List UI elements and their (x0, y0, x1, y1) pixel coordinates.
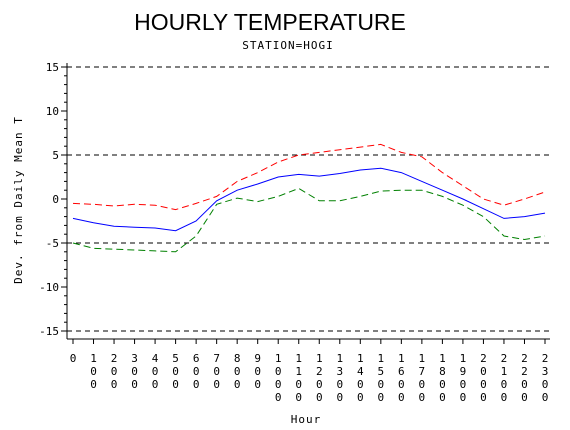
y-tick-label: 0 (52, 193, 59, 206)
axes (66, 63, 550, 340)
x-axis-label: Hour (291, 413, 322, 426)
y-axis-ticks: -15 -10 -5 0 5 10 15 (39, 61, 67, 338)
x-axis-ticks: 0 1 0 0 2 0 0 3 0 0 4 0 0 5 0 0 6 0 0 7 0 0 8 0 0 9 0 0 1 0 0 0 1 1 0 0 1 2 0 0… (70, 339, 549, 404)
y-tick-label: 5 (52, 149, 59, 162)
y-axis-label: Dev. from Daily Mean T (12, 116, 25, 284)
chart-title: HOURLY TEMPERATURE (134, 9, 406, 35)
y-tick-label: 15 (46, 61, 59, 74)
series-line-3 (72, 187, 546, 253)
reference-lines (67, 66, 550, 332)
x-tick-label: 0 (70, 352, 77, 365)
y-tick-label: -15 (39, 325, 59, 338)
y-tick-label: -10 (39, 281, 59, 294)
data-series (72, 143, 546, 253)
series-line-1 (72, 143, 546, 211)
y-tick-label: 10 (46, 105, 59, 118)
series-line-2 (72, 167, 546, 232)
y-tick-label: -5 (46, 237, 59, 250)
chart-subtitle: STATION=HOGI (242, 39, 333, 52)
